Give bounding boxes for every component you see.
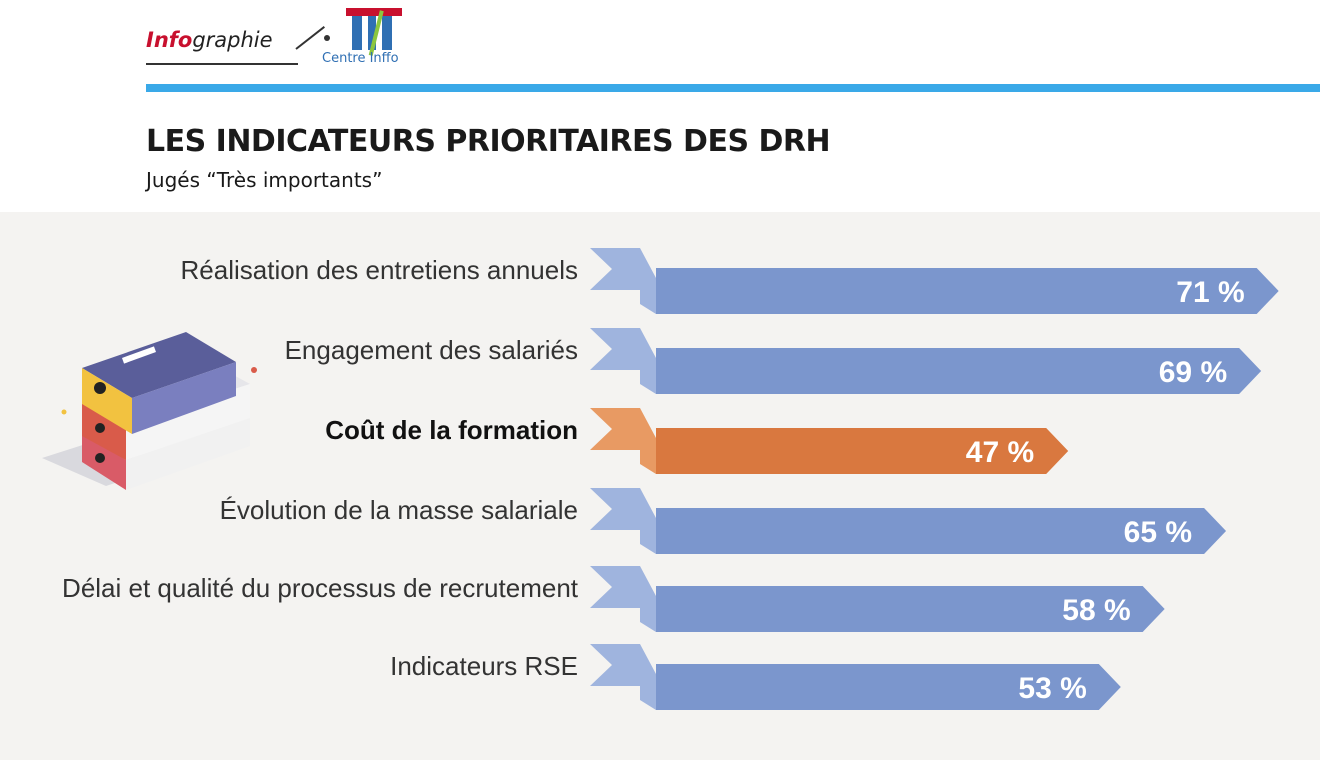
value-label: 58 % (1062, 594, 1130, 627)
centre-inffo-logo-icon (346, 8, 402, 56)
brand-part-info: Info (146, 28, 193, 52)
stacked-binders-icon (42, 332, 257, 490)
brand-dot (324, 35, 330, 41)
bar (656, 664, 1121, 710)
category-label: Coût de la formation (325, 415, 578, 445)
bar (656, 508, 1227, 554)
value-label: 47 % (966, 436, 1034, 469)
bar-tab (590, 488, 656, 554)
bar (656, 586, 1165, 632)
bar-tab (590, 644, 656, 710)
value-label: 53 % (1018, 672, 1086, 705)
category-label: Réalisation des entretiens annuels (181, 255, 578, 285)
centre-inffo-logo-text: Centre Inffo (322, 51, 399, 66)
brand-underline (146, 63, 298, 65)
category-label: Délai et qualité du processus de recrute… (62, 573, 579, 603)
chart-subtitle: Jugés “Très importants” (146, 168, 383, 192)
bar-tab (590, 566, 656, 632)
bar-tab (590, 408, 656, 474)
header-area (0, 0, 1320, 212)
header-rule (146, 84, 1320, 92)
chart-title: LES INDICATEURS PRIORITAIRES DES DRH (146, 124, 831, 159)
brand-part-graphie: graphie (192, 28, 273, 52)
bar-tab (590, 328, 656, 394)
value-label: 69 % (1159, 356, 1227, 389)
bar-tab (590, 248, 656, 314)
bar (656, 428, 1069, 474)
value-label: 71 % (1176, 276, 1244, 309)
infographie-brand: Infographie (146, 28, 273, 52)
value-label: 65 % (1124, 516, 1192, 549)
category-label: Indicateurs RSE (390, 651, 578, 681)
bar (656, 348, 1262, 394)
category-label: Évolution de la masse salariale (220, 495, 578, 525)
category-label: Engagement des salariés (285, 335, 578, 365)
bar (656, 268, 1279, 314)
